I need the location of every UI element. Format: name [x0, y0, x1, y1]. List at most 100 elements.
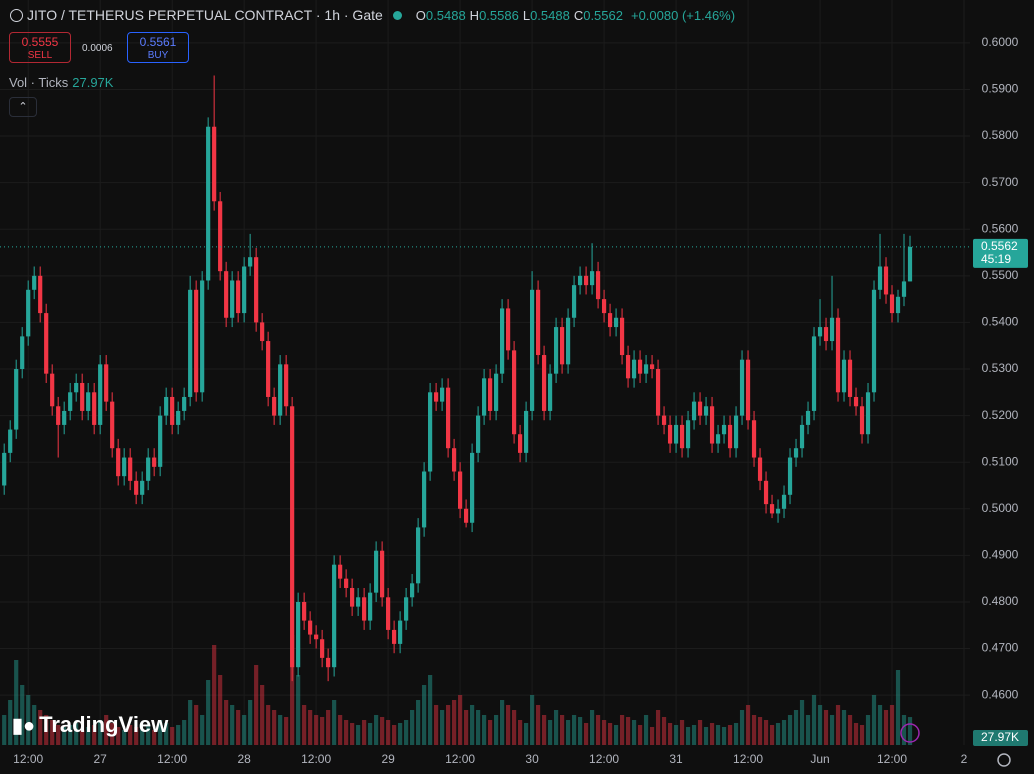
candle-body: [224, 271, 229, 318]
volume-bar: [823, 710, 829, 745]
volume-bar: [505, 705, 511, 745]
candle-body: [883, 266, 889, 295]
volume-bar: [889, 705, 895, 745]
sell-button[interactable]: 0.5555 SELL: [9, 32, 71, 63]
candle-body: [464, 508, 469, 523]
candle-body: [26, 289, 31, 337]
candle-body: [44, 313, 49, 374]
chart-title: JITO / TETHERUS PERPETUAL CONTRACT · 1h …: [27, 7, 383, 23]
volume-bar: [841, 710, 847, 745]
candle-body: [218, 201, 223, 272]
volume-bar: [637, 725, 643, 745]
volume-bar: [62, 727, 67, 745]
volume-bar: [476, 710, 481, 745]
volume-bar: [763, 720, 769, 745]
volume-bar: [212, 645, 217, 745]
candle-body: [631, 359, 637, 379]
candle-body: [835, 317, 841, 393]
volume-bar: [362, 720, 367, 745]
x-tick-label: Jun: [810, 752, 829, 766]
candle-body: [757, 457, 763, 481]
candle-body: [230, 280, 235, 318]
buy-price: 0.5561: [139, 35, 177, 49]
x-tick-label: 30: [525, 752, 539, 766]
candle-body: [529, 289, 535, 411]
volume-bar: [116, 727, 121, 745]
candle-body: [74, 382, 79, 393]
candle-body: [505, 308, 511, 351]
volume-bar: [493, 715, 499, 745]
volume-bar: [440, 710, 445, 745]
candle-body: [176, 410, 181, 425]
volume-bar: [589, 710, 595, 745]
volume-bar: [326, 710, 331, 745]
volume-bar: [206, 680, 211, 745]
candle-body: [673, 424, 679, 444]
x-tick-label: 12:00: [301, 752, 331, 766]
volume-bar: [571, 715, 577, 745]
volume-bar: [685, 727, 691, 745]
candle-body: [493, 373, 499, 411]
x-tick-label: 12:00: [589, 752, 619, 766]
volume-bar: [308, 710, 313, 745]
candle-body: [727, 424, 733, 449]
y-tick-label: 0.4600: [982, 687, 1019, 701]
volume-bar: [757, 717, 763, 745]
volume-bar: [631, 720, 637, 745]
candle-body: [128, 457, 133, 481]
volume-bar: [607, 723, 613, 745]
candle-body: [709, 406, 715, 444]
candle-body: [350, 587, 355, 607]
candle-body: [416, 527, 421, 584]
candle-body: [80, 382, 85, 411]
volume-bar: [601, 720, 607, 745]
candle-body: [535, 289, 541, 356]
volume-bar: [511, 710, 517, 745]
y-tick-label: 0.6000: [982, 35, 1019, 49]
candle-body: [410, 583, 415, 598]
collapse-button[interactable]: ⌃: [9, 97, 37, 117]
volume-bar: [649, 727, 655, 745]
volume-bar: [332, 700, 337, 745]
candle-body: [607, 313, 613, 328]
candle-body: [278, 364, 283, 416]
volume-bar: [302, 705, 307, 745]
candle-body: [571, 285, 577, 318]
y-tick-label: 0.5400: [982, 315, 1019, 329]
volume-bar: [751, 715, 757, 745]
volume-bar: [655, 710, 661, 745]
y-tick-label: 0.5700: [982, 175, 1019, 189]
candle-body: [763, 480, 769, 505]
volume-bar: [248, 700, 253, 745]
last-price-tag: [973, 238, 1028, 268]
candle-body: [703, 406, 709, 416]
volume-bar: [272, 710, 277, 745]
candle-body: [853, 396, 859, 407]
volume-bar: [374, 715, 379, 745]
volume-bar: [745, 705, 751, 745]
volume-bar: [661, 717, 667, 745]
candle-body: [769, 504, 775, 514]
candle-body: [182, 396, 187, 411]
watermark-text: TradingView: [39, 712, 169, 737]
volume-bar: [404, 720, 409, 745]
buy-button[interactable]: 0.5561 BUY: [127, 32, 189, 63]
candle-body: [62, 410, 67, 425]
candle-body: [847, 359, 853, 397]
candle-body: [577, 275, 583, 286]
change: +0.0080 (+1.46%): [630, 7, 736, 23]
volume-bar: [619, 715, 625, 745]
candle-body: [14, 369, 19, 430]
legend-label: L: [522, 7, 531, 23]
candle-body: [865, 392, 871, 435]
last-price-label: 0.5562: [981, 239, 1018, 253]
volume-bar: [152, 730, 157, 745]
sell-price: 0.5555: [21, 35, 59, 49]
volume-bar: [200, 715, 205, 745]
candle-body: [841, 359, 847, 393]
candle-body: [152, 457, 157, 467]
volume-bar: [733, 723, 739, 745]
volume-bar: [452, 700, 457, 745]
candle-body: [344, 578, 349, 588]
